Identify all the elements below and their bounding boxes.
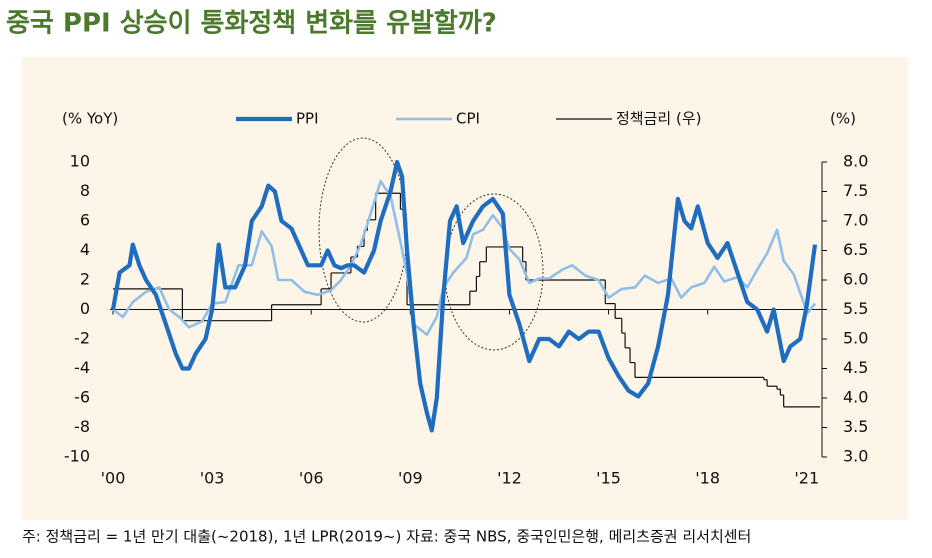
y2-tick-label: 5.5: [843, 299, 868, 318]
y-tick-label: -6: [74, 388, 90, 407]
y2-tick-label: 7.5: [843, 181, 868, 200]
x-tick-label: '09: [398, 469, 423, 488]
legend-label: CPI: [456, 110, 480, 128]
x-tick-label: '00: [101, 469, 126, 488]
x-tick-label: '06: [299, 469, 324, 488]
y-tick-label: 0: [80, 299, 90, 318]
x-tick-label: '15: [596, 469, 621, 488]
y2-tick-label: 7.0: [843, 211, 868, 230]
x-tick-label: '12: [497, 469, 522, 488]
series-line: [112, 179, 817, 336]
x-tick-label: '18: [695, 469, 720, 488]
y2-tick-label: 3.0: [843, 447, 868, 466]
y-tick-label: -8: [74, 417, 90, 436]
series-line: [110, 159, 818, 433]
y2-tick-label: 6.0: [843, 270, 868, 289]
y2-tick-label: 5.0: [843, 329, 868, 348]
y-tick-label: -10: [64, 447, 90, 466]
y-tick-label: 8: [80, 181, 90, 200]
y-tick-label: 4: [80, 240, 90, 259]
y-tick-label: -4: [74, 358, 90, 377]
y-tick-label: 10: [70, 152, 90, 171]
legend-label: PPI: [296, 110, 319, 128]
y2-tick-label: 8.0: [843, 152, 868, 171]
y-tick-label: 2: [80, 270, 90, 289]
y2-tick-label: 3.5: [843, 417, 868, 436]
chart-title: 중국 PPI 상승이 통화정책 변화를 유발할까?: [6, 9, 497, 39]
y-tick-label: 6: [80, 211, 90, 230]
y2-tick-label: 6.5: [843, 240, 868, 259]
y-axis-label: (% YoY): [62, 110, 118, 128]
x-tick-label: '03: [200, 469, 225, 488]
y2-axis-label: (%): [830, 110, 856, 128]
x-tick-label: '21: [794, 469, 819, 488]
y2-tick-label: 4.5: [843, 358, 868, 377]
footnote: 주: 정책금리 = 1년 만기 대출(~2018), 1년 LPR(2019~)…: [22, 528, 751, 546]
y-tick-label: -2: [74, 329, 90, 348]
y2-tick-label: 4.0: [843, 388, 868, 407]
legend-label: 정책금리 (우): [616, 110, 701, 128]
